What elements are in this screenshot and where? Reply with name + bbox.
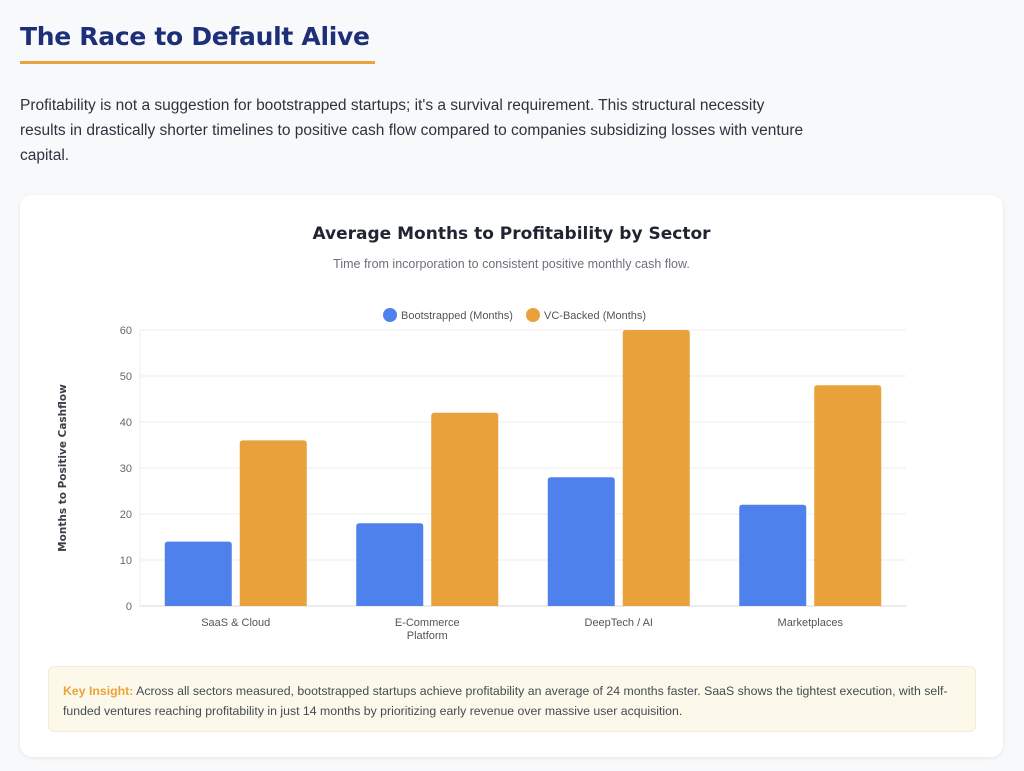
x-tick-label: Marketplaces bbox=[778, 617, 844, 629]
insight-text: Across all sectors measured, bootstrappe… bbox=[63, 684, 948, 718]
chart-title: Average Months to Profitability by Secto… bbox=[312, 224, 711, 244]
x-tick-label: E-Commerce bbox=[395, 617, 460, 629]
y-tick-label: 10 bbox=[120, 555, 132, 567]
y-tick-label: 0 bbox=[126, 601, 132, 613]
bar-bootstrapped bbox=[739, 504, 807, 606]
legend-marker bbox=[526, 308, 540, 322]
bar-vc-backed bbox=[814, 385, 882, 606]
intro-paragraph: Profitability is not a suggestion for bo… bbox=[20, 97, 804, 164]
title-underline bbox=[20, 61, 375, 64]
bar-bootstrapped bbox=[356, 523, 424, 606]
bar-vc-backed bbox=[239, 440, 307, 606]
x-tick-label: DeepTech / AI bbox=[585, 617, 654, 629]
legend-label: VC-Backed (Months) bbox=[544, 310, 646, 322]
x-tick-label: Platform bbox=[407, 630, 448, 642]
bar-bootstrapped bbox=[164, 541, 232, 606]
y-tick-label: 20 bbox=[120, 509, 132, 521]
y-tick-label: 60 bbox=[120, 325, 132, 337]
legend-label: Bootstrapped (Months) bbox=[401, 310, 513, 322]
insight-label: Key Insight: bbox=[63, 684, 134, 698]
y-tick-label: 30 bbox=[120, 463, 132, 475]
y-tick-label: 50 bbox=[120, 371, 132, 383]
chart-card: Average Months to Profitability by Secto… bbox=[20, 195, 1003, 757]
bar-chart: 0 10 20 30 40 50 60 Months to Positive Cashflow… bbox=[57, 308, 906, 642]
page-title: The Race to Default Alive bbox=[20, 22, 370, 51]
bar-vc-backed bbox=[431, 412, 499, 606]
y-tick-label: 40 bbox=[120, 417, 132, 429]
key-insight-box: Key Insight: Across all sectors measured… bbox=[48, 666, 976, 732]
y-axis-title: Months to Positive Cashflow bbox=[57, 384, 69, 552]
legend-marker bbox=[383, 308, 397, 322]
chart-subtitle: Time from incorporation to consistent po… bbox=[333, 257, 690, 271]
bar-vc-backed bbox=[622, 330, 690, 606]
x-tick-label: SaaS & Cloud bbox=[201, 617, 270, 629]
bar-bootstrapped bbox=[547, 477, 615, 606]
